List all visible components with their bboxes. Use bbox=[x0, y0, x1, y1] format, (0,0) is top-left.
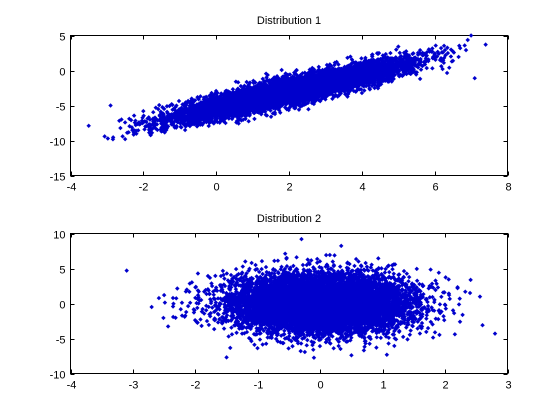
scatter-point bbox=[176, 98, 182, 104]
scatter-point bbox=[131, 113, 137, 118]
scatter-point bbox=[244, 79, 249, 85]
chart-title: Distribution 1 bbox=[257, 15, 321, 27]
chart-distribution-1: Distribution 1 -4 -2 0 2 4 6 8 -15-10-505 bbox=[50, 15, 512, 194]
scatter-points bbox=[86, 33, 488, 142]
